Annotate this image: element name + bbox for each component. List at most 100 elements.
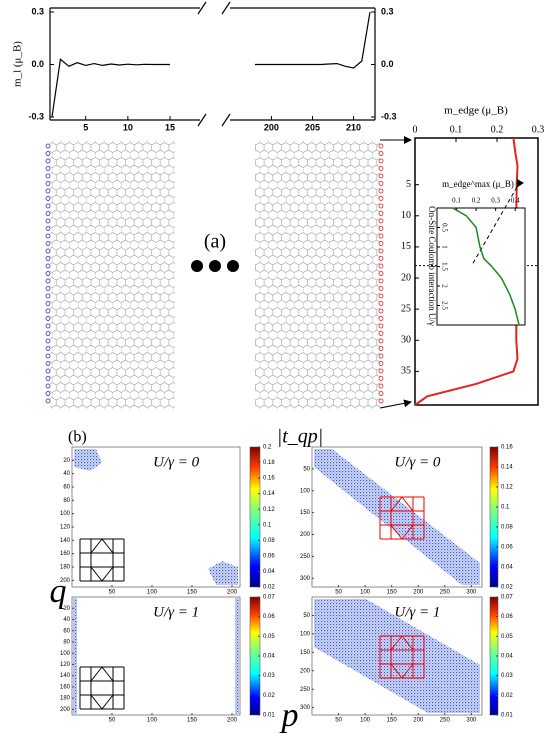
x-tick-label: 50	[109, 590, 116, 596]
x-tick-label: 15	[165, 122, 175, 132]
y-tick-label: 120	[60, 525, 71, 531]
edge-site	[45, 271, 51, 276]
x-tick-label: 300	[466, 590, 477, 596]
ellipsis-dot	[209, 260, 221, 272]
y-tick-label: 250	[300, 554, 311, 560]
edge-site	[378, 248, 384, 254]
heatmap-region	[74, 449, 102, 471]
x-tick-label: 100	[360, 590, 371, 596]
edge-site	[378, 233, 384, 239]
edge-site	[45, 353, 51, 359]
y-tick-label: 150	[300, 650, 311, 656]
y-tick-label: 180	[60, 696, 71, 702]
edge-site	[45, 211, 51, 216]
panel-title: U/γ = 1	[153, 604, 199, 620]
y-tick-label: 0.0	[31, 59, 44, 69]
y-tick-label: 30	[401, 335, 411, 346]
lattice-icon	[379, 496, 425, 540]
y-tick-label: 140	[60, 673, 71, 679]
y-tick-label: 50	[303, 466, 310, 472]
x-tick-label: 0.1	[450, 124, 463, 135]
edge-site	[378, 263, 384, 269]
colorbar-tick-label: 0.08	[501, 525, 513, 531]
x-tick-label: 205	[305, 122, 320, 132]
colorbar-tick-label: 0.07	[501, 595, 513, 601]
data-line	[51, 58, 170, 118]
edge-site	[378, 188, 384, 194]
edge-site	[378, 368, 384, 374]
edge-site	[378, 241, 384, 246]
edge-site	[378, 376, 384, 381]
y-tick-label: 150	[300, 510, 311, 516]
colorbar	[249, 446, 261, 588]
heatmap-region	[73, 598, 77, 714]
plot-frame	[414, 137, 539, 406]
x-tick-label: 200	[227, 718, 238, 724]
y-tick-label: -0.3	[28, 111, 44, 121]
edge-site	[45, 383, 51, 389]
colorbar-tick-label: 0.14	[501, 465, 513, 471]
edge-site	[378, 286, 384, 291]
x-tick-label: 0.2	[472, 197, 481, 205]
colorbar-tick-label: 0.07	[263, 595, 275, 601]
y-tick-label: 200	[300, 532, 311, 538]
colorbar-tick-label: 0.04	[501, 565, 513, 571]
heatmap-region	[314, 599, 480, 713]
edge-site	[378, 353, 384, 359]
edge-site	[45, 143, 51, 149]
panel-title: U/γ = 0	[153, 454, 200, 470]
colorbar-tick-label: 0.06	[501, 545, 513, 551]
edge-site	[378, 218, 384, 224]
x-tick-label: 200	[227, 590, 238, 596]
edge-site	[378, 316, 384, 321]
y-tick-label: 100	[300, 488, 311, 494]
panel-label: (b)	[68, 429, 87, 446]
edge-site	[45, 391, 51, 396]
panel-title: U/γ = 1	[394, 604, 440, 620]
y-tick-label: 100	[300, 631, 311, 637]
x-tick-label: 200	[413, 590, 424, 596]
y-tick-label: 40	[63, 617, 70, 623]
y-tick-label: 40	[63, 471, 70, 477]
x-tick-label: 100	[147, 590, 158, 596]
colorbar-tick-label: 0.02	[263, 585, 275, 591]
edge-site	[45, 151, 51, 156]
x-tick-label: 150	[387, 718, 398, 724]
edge-site	[378, 181, 384, 186]
y-tick-label: 10	[401, 210, 411, 221]
colorbar-tick-label: 0.2	[263, 445, 272, 451]
x-tick-label: 100	[147, 718, 158, 724]
colorbar-tick-label: 0.01	[263, 713, 275, 719]
heatmap-frame	[71, 446, 241, 588]
edge-site	[378, 293, 384, 299]
x-tick-label: 10	[123, 122, 133, 132]
x-tick-label: 0.3	[491, 197, 500, 205]
edge-site	[378, 278, 384, 284]
colorbar	[489, 446, 499, 588]
y-tick-label: 160	[60, 684, 71, 690]
colorbar-tick-label: 0.03	[501, 673, 513, 679]
x-tick-label: 0.2	[491, 124, 504, 135]
x-tick-label: 250	[440, 590, 451, 596]
edge-site	[45, 301, 51, 306]
y-tick-label: 80	[63, 640, 70, 646]
y-tick-label: 0.0	[381, 59, 394, 69]
edge-site	[45, 263, 51, 269]
x-axis-label: m_edge^max (μ_B)	[442, 179, 514, 189]
x-tick-label: 0	[413, 124, 418, 135]
edge-site	[378, 173, 384, 179]
y-tick-label: 180	[60, 565, 71, 571]
edge-site	[45, 331, 51, 336]
x-axis-label: m_edge (μ_B)	[444, 105, 508, 117]
colorbar-tick-label: 0.02	[501, 693, 513, 699]
data-line	[452, 207, 520, 326]
edge-site	[45, 241, 51, 246]
colorbar-tick-label: 0.18	[263, 460, 275, 466]
y-tick-label: 300	[300, 705, 311, 711]
x-tick-label: 250	[440, 718, 451, 724]
edge-site	[45, 256, 51, 261]
edge-site	[45, 398, 51, 404]
edge-site	[378, 398, 384, 404]
colorbar-label: |t_qp|	[277, 426, 324, 448]
x-axis-label: p	[280, 697, 299, 734]
